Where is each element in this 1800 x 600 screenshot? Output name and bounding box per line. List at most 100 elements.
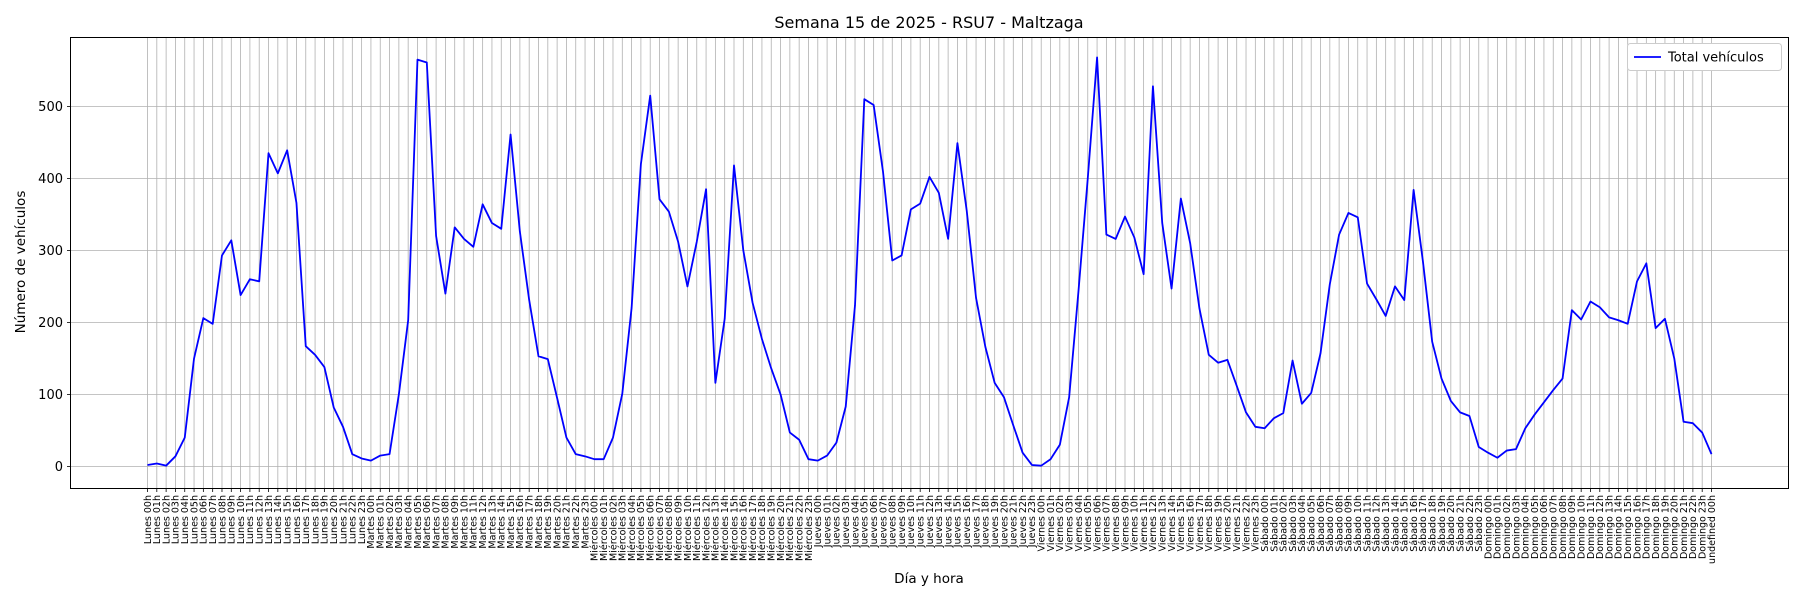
x-tick-label: Domingo 09h <box>1567 495 1578 559</box>
x-tick-label: Lunes 19h <box>320 495 331 544</box>
x-tick-label: Domingo 01h <box>1493 495 1504 559</box>
x-tick-label: Sábado 18h <box>1428 495 1439 552</box>
x-tick-label: Lunes 05h <box>189 495 200 544</box>
x-tick-label: Domingo 16h <box>1632 495 1643 559</box>
x-tick-label: Jueves 13h <box>934 495 945 548</box>
x-tick-label: Martes 00h <box>366 495 377 549</box>
x-tick-label: Domingo 12h <box>1595 495 1606 559</box>
x-tick-label: Domingo 11h <box>1586 495 1597 559</box>
x-tick-label: Miércoles 10h <box>683 495 694 561</box>
x-tick-label: Jueves 12h <box>925 495 936 548</box>
x-tick-label: Martes 09h <box>450 495 461 549</box>
x-tick-label: Sábado 08h <box>1334 495 1345 552</box>
y-axis-label: Número de vehículos <box>13 191 29 334</box>
x-tick-label: Miércoles 04h <box>627 495 638 561</box>
x-tick-label: Martes 14h <box>497 495 508 549</box>
x-tick-label: Viernes 23h <box>1251 495 1262 551</box>
x-tick-label: Lunes 08h <box>217 495 228 544</box>
x-tick-label: Martes 04h <box>403 495 414 549</box>
x-tick-label: Viernes 22h <box>1241 495 1252 551</box>
x-tick-label: Viernes 06h <box>1092 495 1103 551</box>
legend-box <box>1627 43 1782 71</box>
x-tick-label: Martes 15h <box>506 495 517 549</box>
x-tick-label: Miércoles 16h <box>739 495 750 561</box>
x-tick-label: Viernes 20h <box>1223 495 1234 551</box>
x-tick-label: Jueves 17h <box>971 495 982 548</box>
x-tick-label: Jueves 05h <box>860 495 871 548</box>
x-tick-label: Sábado 15h <box>1400 495 1411 552</box>
series-layer <box>147 56 1713 467</box>
x-tick-label: Miércoles 18h <box>757 495 768 561</box>
x-tick-label: Domingo 19h <box>1660 495 1671 559</box>
x-tick-label: Jueves 07h <box>878 495 889 548</box>
x-tick-label: Lunes 13h <box>264 495 275 544</box>
x-tick-label: Martes 17h <box>524 495 535 549</box>
x-tick-label: Jueves 00h <box>813 495 824 548</box>
x-tick-label: Sábado 22h <box>1465 495 1476 552</box>
x-tick-label: Sábado 06h <box>1316 495 1327 552</box>
y-tick-label: 500 <box>38 100 63 115</box>
x-tick-label: Sábado 23h <box>1474 495 1485 552</box>
x-tick-label: Martes 03h <box>394 495 405 549</box>
x-tick-label: Domingo 14h <box>1614 495 1625 559</box>
x-tick-label: Sábado 00h <box>1260 495 1271 552</box>
x-tick-label: Sábado 02h <box>1279 495 1290 552</box>
x-tick-label: Jueves 19h <box>990 495 1001 548</box>
x-tick-label: Sábado 21h <box>1455 495 1466 552</box>
x-tick-label: Martes 22h <box>571 495 582 549</box>
x-tick-label: Domingo 05h <box>1530 495 1541 559</box>
x-tick-label: Miércoles 19h <box>767 495 778 561</box>
y-tick-label: 100 <box>38 388 63 403</box>
x-tick-label: Domingo 15h <box>1623 495 1634 559</box>
grid <box>71 38 1788 488</box>
x-tick-label: Domingo 10h <box>1576 495 1587 559</box>
x-tick-label: Lunes 00h <box>143 495 154 544</box>
x-tick-label: Martes 16h <box>515 495 526 549</box>
x-tick-label: Sábado 09h <box>1344 495 1355 552</box>
x-tick-label: Sábado 11h <box>1362 495 1373 552</box>
x-tick-label: Miércoles 15h <box>729 495 740 561</box>
x-tick-label: Miércoles 00h <box>590 495 601 561</box>
x-tick-label: Jueves 22h <box>1018 495 1029 548</box>
y-axis: 0 100 200 300 400 500 <box>38 100 71 475</box>
x-tick-label: Domingo 23h <box>1697 495 1708 559</box>
x-tick-label: Jueves 03h <box>841 495 852 548</box>
x-tick-label: Miércoles 12h <box>701 495 712 561</box>
x-tick-label: Lunes 02h <box>161 495 172 544</box>
x-tick-label: Lunes 20h <box>329 495 340 544</box>
x-tick-label: Martes 06h <box>422 495 433 549</box>
x-tick-label: Martes 11h <box>469 495 480 549</box>
x-tick-label: Jueves 04h <box>850 495 861 548</box>
x-tick-label: Domingo 04h <box>1521 495 1532 559</box>
x-tick-label: Domingo 18h <box>1651 495 1662 559</box>
x-tick-label: Lunes 17h <box>301 495 312 544</box>
x-tick-label: Jueves 20h <box>999 495 1010 548</box>
x-tick-label: Jueves 15h <box>953 495 964 548</box>
x-tick-label: Jueves 09h <box>897 495 908 548</box>
x-tick-label: Sábado 10h <box>1353 495 1364 552</box>
x-tick-label: Martes 01h <box>376 495 387 549</box>
x-tick-label: Viernes 11h <box>1139 495 1150 551</box>
x-tick-label: Sábado 19h <box>1437 495 1448 552</box>
x-tick-label: Miércoles 14h <box>720 495 731 561</box>
x-tick-label: Martes 13h <box>487 495 498 549</box>
x-tick-label: Martes 08h <box>441 495 452 549</box>
x-tick-label: Lunes 12h <box>255 495 266 544</box>
x-tick-label: Miércoles 07h <box>655 495 666 561</box>
x-tick-label: Domingo 00h <box>1483 495 1494 559</box>
x-tick-label: Viernes 14h <box>1167 495 1178 551</box>
x-tick-label: Jueves 16h <box>962 495 973 548</box>
x-tick-label: Martes 02h <box>385 495 396 549</box>
x-tick-label: Domingo 21h <box>1679 495 1690 559</box>
x-tick-label: Domingo 08h <box>1558 495 1569 559</box>
x-tick-label: Viernes 08h <box>1111 495 1122 551</box>
x-tick-label: Viernes 15h <box>1176 495 1187 551</box>
x-tick-label: Martes 23h <box>580 495 591 549</box>
x-tick-label: Jueves 23h <box>1027 495 1038 548</box>
x-tick-label: Domingo 06h <box>1539 495 1550 559</box>
x-tick-label: Miércoles 17h <box>748 495 759 561</box>
x-tick-label: Lunes 18h <box>310 495 321 544</box>
x-tick-label: Domingo 22h <box>1688 495 1699 559</box>
x-tick-label: Jueves 01h <box>822 495 833 548</box>
